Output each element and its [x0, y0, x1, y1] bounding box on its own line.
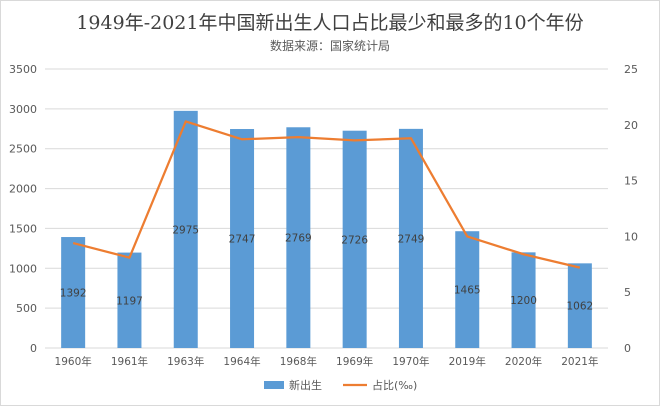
- bar-data-label: 2747: [229, 234, 256, 246]
- x-tick-label: 1961年: [111, 355, 148, 368]
- bar: [455, 231, 480, 348]
- x-tick-label: 2021年: [561, 355, 598, 368]
- bar: [61, 237, 86, 348]
- x-tick-label: 1970年: [392, 355, 429, 368]
- x-tick-label: 1963年: [167, 355, 204, 368]
- x-tick-label: 1969年: [336, 355, 373, 368]
- y-left-tick-label: 2000: [9, 183, 37, 196]
- bar: [117, 252, 142, 348]
- y-right-tick-label: 0: [624, 342, 631, 355]
- bar-data-label: 2726: [341, 234, 368, 246]
- legend-label-line: 占比(‰): [372, 378, 417, 392]
- y-left-tick-label: 3500: [9, 63, 37, 76]
- bar-data-label: 1200: [510, 295, 537, 307]
- bar: [173, 110, 198, 348]
- bar-data-label: 1197: [116, 295, 143, 307]
- chart-subtitle: 数据来源：国家统计局: [269, 39, 390, 53]
- x-tick-label: 1964年: [223, 355, 260, 368]
- y-left-tick-label: 2500: [9, 143, 37, 156]
- y-left-tick-label: 0: [30, 342, 37, 355]
- x-tick-label: 2020年: [505, 355, 542, 368]
- bar-data-label: 1392: [60, 288, 87, 300]
- legend-swatch-bars: [264, 381, 284, 389]
- x-tick-label: 1968年: [280, 355, 317, 368]
- y-right-tick-label: 15: [624, 175, 638, 188]
- legend-label-bars: 新出生: [289, 378, 322, 392]
- x-tick-label: 2019年: [449, 355, 486, 368]
- y-left-tick-label: 1500: [9, 222, 37, 235]
- bar-data-label: 2769: [285, 233, 312, 245]
- y-right-tick-label: 10: [624, 230, 638, 243]
- y-right-tick-label: 25: [624, 63, 638, 76]
- y-left-tick-label: 1000: [9, 262, 37, 275]
- bar: [398, 128, 423, 348]
- bar: [567, 263, 592, 348]
- bar-data-label: 1465: [454, 285, 481, 297]
- y-right-tick-label: 20: [624, 119, 638, 132]
- bar: [511, 252, 536, 348]
- y-right-tick-label: 5: [624, 286, 631, 299]
- line-series-proportion: [72, 120, 581, 269]
- x-tick-label: 1960年: [55, 355, 92, 368]
- bar-data-label: 1062: [566, 301, 593, 313]
- y-left-tick-label: 3000: [9, 103, 37, 116]
- chart-title: 1949年-2021年中国新出生人口占比最少和最多的10个年份: [76, 12, 584, 34]
- bar: [342, 130, 367, 348]
- bar: [230, 129, 255, 348]
- bar-data-label: 2749: [398, 233, 425, 245]
- bar-data-label: 2975: [172, 224, 199, 236]
- bar: [286, 127, 311, 348]
- y-left-tick-label: 500: [16, 302, 37, 315]
